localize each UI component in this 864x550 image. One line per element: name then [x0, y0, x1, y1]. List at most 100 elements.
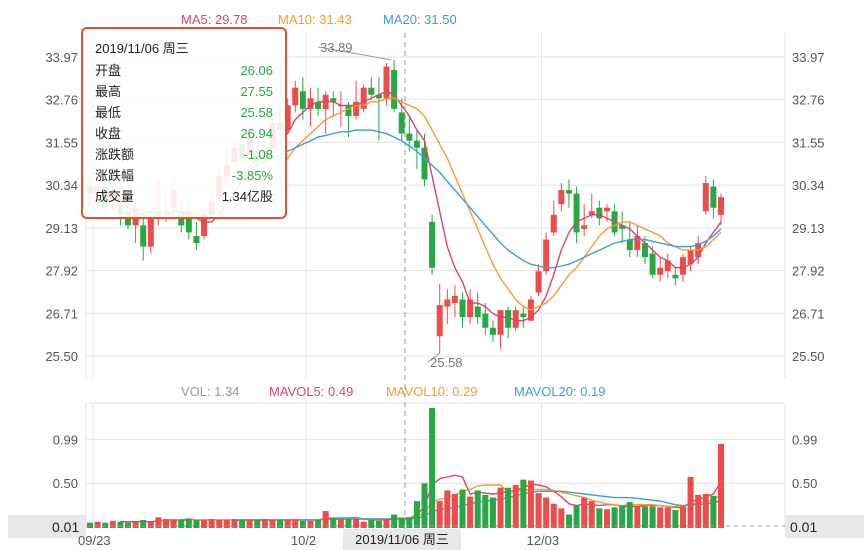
- volume-legend: VOL: 1.34 MAVOL5: 0.49 MAVOL10: 0.29 MAVOL2…: [181, 384, 606, 399]
- volume-bar: [269, 519, 276, 528]
- candle-body: [299, 91, 306, 109]
- candle-body: [565, 190, 572, 194]
- price-tick-right: 31.55: [792, 135, 825, 150]
- crosshair-y-label-right: 0.01: [790, 519, 817, 535]
- legend-main-item: MA20: 31.50: [383, 12, 457, 27]
- candle-body: [429, 221, 436, 268]
- crosshair-x-label-bg: [343, 529, 461, 550]
- volume-bar: [277, 519, 284, 528]
- ohlc-tooltip: 2019/11/06 周三 开盘 26.06 最高 27.55 最低 25.58 收盘 26.…: [81, 27, 287, 219]
- volume-tick-right: 0.50: [792, 476, 817, 491]
- legend-volume-item: MAVOL20: 0.19: [514, 384, 606, 399]
- candle-body: [512, 310, 519, 328]
- volume-bar: [147, 521, 154, 528]
- candle-body: [497, 310, 504, 335]
- crosshair-y-label-left: 0.01: [52, 519, 79, 535]
- candle-body: [596, 207, 603, 219]
- volume-bar: [345, 519, 352, 528]
- tooltip-value: -1.08: [243, 147, 273, 162]
- price-tick-right: 32.76: [792, 93, 825, 108]
- candle-body: [201, 214, 208, 236]
- price-axis: 25.50 25.50 26.71 26.71 27.92 27.92 29.13 29.13…: [45, 50, 824, 364]
- tooltip-row: 最高 27.55: [95, 81, 273, 102]
- candle-body: [603, 207, 610, 212]
- volume-bar: [208, 519, 215, 528]
- candle-body: [626, 239, 633, 251]
- price-tick-left: 29.13: [45, 221, 78, 236]
- candle-body: [573, 193, 580, 233]
- tooltip-row: 涨跌额 -1.08: [95, 144, 273, 165]
- volume-bar: [543, 497, 550, 528]
- volume-bar: [497, 487, 504, 528]
- legend-main-item: MA5: 29.78: [181, 12, 248, 27]
- price-tick-right: 29.13: [792, 221, 825, 236]
- volume-bar: [489, 497, 496, 528]
- volume-bar: [193, 519, 200, 528]
- volume-bar: [109, 520, 116, 528]
- volume-bar: [315, 519, 322, 528]
- volume-bar: [87, 522, 93, 528]
- volume-tick-left: 0.99: [53, 432, 78, 447]
- candle-body: [649, 253, 656, 275]
- volume-bars: [87, 408, 724, 528]
- volume-bar: [436, 501, 443, 528]
- price-tick-right: 33.97: [792, 50, 825, 65]
- volume-bar: [231, 519, 238, 528]
- volume-bar: [163, 519, 170, 528]
- volume-bar: [284, 519, 291, 528]
- crosshair-x-label: 2019/11/06 周三: [355, 532, 449, 547]
- tooltip-value: 26.06: [240, 63, 273, 78]
- volume-bar: [254, 519, 261, 528]
- volume-bar: [337, 519, 344, 528]
- candle-body: [718, 197, 724, 215]
- candle-body: [641, 243, 648, 258]
- date-tick: 12/03: [527, 533, 560, 548]
- candle-body: [543, 239, 550, 272]
- volume-bar: [474, 490, 481, 528]
- price-tick-right: 25.50: [792, 349, 825, 364]
- candle-body: [459, 299, 466, 318]
- volume-bar: [718, 443, 724, 528]
- candle-body: [535, 271, 542, 293]
- volume-bar: [125, 522, 132, 528]
- tooltip-value: -3.85%: [231, 168, 273, 183]
- volume-bar: [626, 502, 633, 528]
- volume-bar: [353, 519, 360, 528]
- volume-bar: [482, 494, 489, 528]
- volume-bar: [375, 520, 382, 528]
- volume-bar: [391, 514, 398, 528]
- tooltip-value: 1.34亿股: [221, 189, 273, 204]
- volume-bar: [641, 506, 648, 528]
- volume-bar: [596, 508, 603, 528]
- low-marker-line: [427, 352, 441, 363]
- candle-body: [185, 211, 192, 233]
- volume-bar: [467, 496, 474, 528]
- volume-bar: [565, 514, 572, 528]
- date-tick: 10/2: [291, 533, 316, 548]
- tooltip-label: 涨跌幅: [95, 168, 135, 183]
- candle-body: [375, 94, 382, 99]
- volume-bar: [330, 518, 337, 528]
- tooltip-row: 成交量 1.34亿股: [95, 186, 273, 207]
- candle-body: [474, 306, 481, 318]
- candle-body: [353, 101, 360, 116]
- candle-body: [489, 327, 496, 335]
- volume-bar: [634, 506, 641, 528]
- tooltip-label: 成交量: [95, 189, 135, 204]
- volume-bar: [185, 519, 192, 528]
- volume-bar: [520, 479, 527, 528]
- price-tick-right: 26.71: [792, 306, 825, 321]
- candle-body: [193, 235, 200, 244]
- price-tick-left: 27.92: [45, 264, 78, 279]
- volume-tick-right: 0.99: [792, 432, 817, 447]
- volume-bar: [261, 519, 268, 528]
- candle-body: [391, 70, 398, 109]
- volume-bar: [588, 501, 595, 528]
- volume-bar: [413, 501, 420, 528]
- price-tick-left: 25.50: [45, 349, 78, 364]
- volume-bar: [398, 518, 405, 528]
- volume-bar: [360, 521, 367, 528]
- crosshair-y-label-right-bg: [785, 515, 864, 538]
- volume-bar: [550, 503, 557, 528]
- candle-body: [550, 214, 557, 233]
